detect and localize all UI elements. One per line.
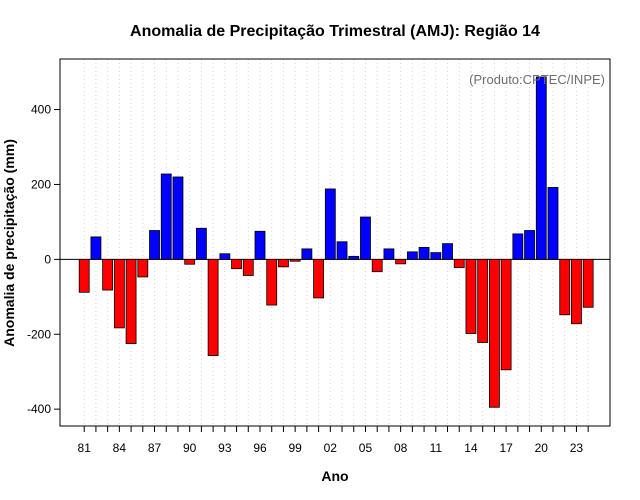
bar-1981 bbox=[78, 258, 90, 293]
bar-1991 bbox=[195, 227, 207, 260]
product-credit: (Produto:CPTEC/INPE) bbox=[469, 72, 605, 87]
bar-1997 bbox=[266, 258, 278, 306]
chart-title: Anomalia de Precipitação Trimestral (AMJ… bbox=[130, 23, 540, 40]
x-tick-label: 11 bbox=[430, 441, 443, 455]
bar-2019 bbox=[524, 230, 535, 260]
bar-1983 bbox=[102, 258, 114, 291]
x-tick-label: 02 bbox=[324, 441, 338, 455]
bar-1988 bbox=[160, 173, 172, 260]
bar-2010 bbox=[418, 246, 430, 260]
y-tick-label: -400 bbox=[27, 402, 51, 416]
bar-series bbox=[78, 76, 594, 408]
bar-2013 bbox=[453, 258, 465, 268]
bar-2024 bbox=[582, 258, 594, 308]
bar-2022 bbox=[559, 258, 571, 316]
x-tick-label: 96 bbox=[253, 441, 267, 455]
x-tick-label: 90 bbox=[183, 441, 197, 455]
bar-2016 bbox=[488, 258, 500, 408]
bar-1993 bbox=[219, 253, 231, 260]
bar-2004 bbox=[348, 255, 360, 260]
bar-2020 bbox=[535, 76, 547, 260]
bar-1987 bbox=[149, 230, 160, 260]
x-tick-label: 99 bbox=[288, 441, 302, 455]
bar-2014 bbox=[465, 258, 477, 334]
x-axis: 81 84 87 90 93 96 99 02 05 08 11 14 17 20 23 bbox=[78, 426, 589, 455]
y-axis-label: Anomalia de precipitação (mm) bbox=[1, 139, 17, 347]
bar-2006 bbox=[371, 258, 383, 273]
x-axis-label: Ano bbox=[321, 468, 348, 484]
bar-2023 bbox=[571, 258, 582, 325]
bar-2015 bbox=[477, 258, 489, 343]
bar-2003 bbox=[336, 241, 348, 260]
bar-2011 bbox=[430, 252, 442, 260]
bar-1998 bbox=[278, 258, 289, 268]
y-tick-label: -200 bbox=[27, 327, 51, 341]
bar-2005 bbox=[360, 216, 371, 260]
bar-2008 bbox=[395, 258, 407, 265]
bar-2021 bbox=[547, 187, 559, 260]
plot-frame bbox=[59, 58, 611, 427]
bar-1992 bbox=[207, 258, 219, 356]
bar-2000 bbox=[301, 248, 313, 260]
x-tick-label: 17 bbox=[499, 441, 513, 455]
bar-2012 bbox=[442, 243, 453, 260]
bar-2001 bbox=[313, 258, 325, 299]
bar-1995 bbox=[242, 258, 254, 276]
bar-2018 bbox=[512, 233, 524, 260]
x-tick-label: 20 bbox=[535, 441, 549, 455]
x-tick-label: 84 bbox=[113, 441, 127, 455]
x-tick-label: 05 bbox=[359, 441, 373, 455]
x-tick-label: 23 bbox=[570, 441, 584, 455]
x-tick-label: 81 bbox=[78, 441, 92, 455]
bar-1999 bbox=[289, 258, 301, 262]
bar-1982 bbox=[90, 236, 102, 260]
y-tick-label: 200 bbox=[31, 177, 51, 191]
bar-1986 bbox=[137, 258, 149, 278]
bar-1994 bbox=[231, 258, 242, 270]
y-axis: -400 -200 0 200 400 bbox=[27, 103, 60, 416]
y-tick-label: 400 bbox=[31, 103, 51, 117]
x-tick-label: 87 bbox=[148, 441, 162, 455]
x-tick-label: 93 bbox=[218, 441, 232, 455]
bar-1989 bbox=[172, 176, 184, 260]
bar-1985 bbox=[125, 258, 137, 345]
bar-2007 bbox=[383, 248, 395, 260]
bar-1984 bbox=[113, 258, 125, 329]
bar-1996 bbox=[254, 230, 266, 260]
y-tick-label: 0 bbox=[44, 252, 51, 266]
x-tick-label: 08 bbox=[394, 441, 408, 455]
x-tick-label: 14 bbox=[464, 441, 478, 455]
bar-2002 bbox=[324, 188, 336, 260]
bar-2017 bbox=[500, 258, 512, 371]
bar-1990 bbox=[184, 258, 196, 265]
bar-2009 bbox=[406, 251, 418, 260]
